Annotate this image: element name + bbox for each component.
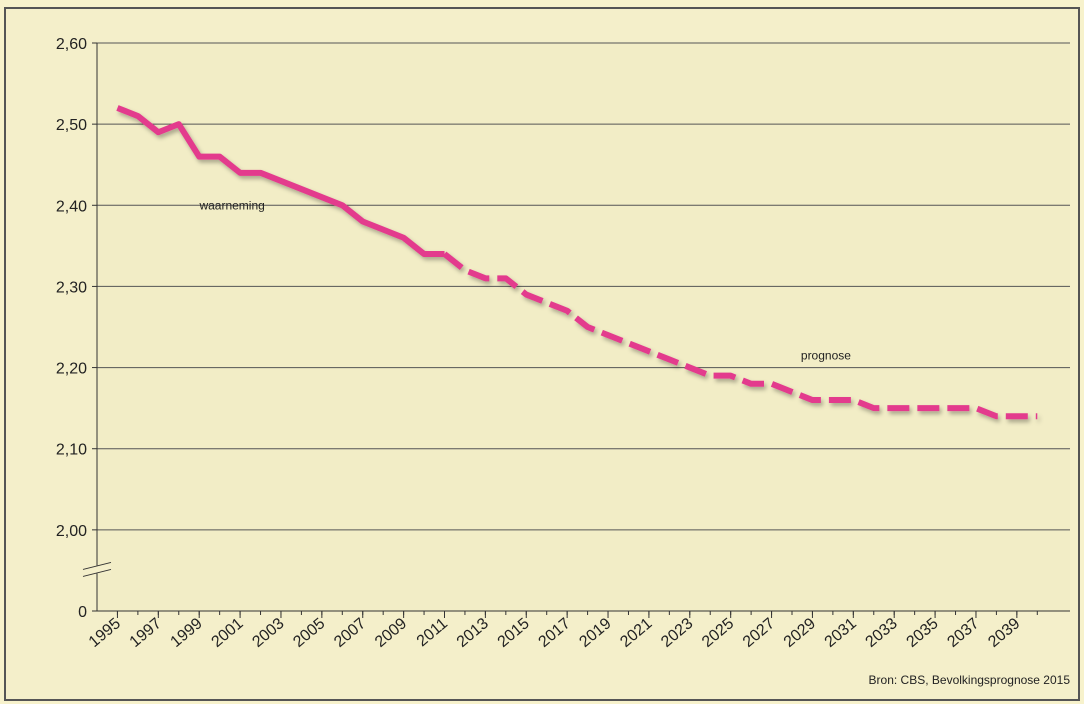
axis-break-mark [82, 561, 112, 570]
axis-break [83, 565, 111, 574]
axis-break-mark [82, 568, 112, 577]
source: Bron: CBS, Bevolkingsprognose 2015 [869, 673, 1071, 687]
line [442, 251, 1038, 420]
line [116, 105, 445, 257]
y-tick-label: 2,00 [56, 523, 87, 540]
y-tick-label: 2,40 [56, 198, 87, 215]
y-tick-label: 2,30 [56, 279, 87, 296]
series-label: waarneming [198, 198, 264, 212]
series-label: prognose [801, 348, 851, 362]
y-tick-label: 0 [78, 604, 87, 621]
y-tick-label: 2,10 [56, 442, 87, 459]
y-tick-label: 2,60 [56, 36, 87, 53]
y-tick-label: 2,20 [56, 361, 87, 378]
y-tick-label: 2,50 [56, 117, 87, 134]
